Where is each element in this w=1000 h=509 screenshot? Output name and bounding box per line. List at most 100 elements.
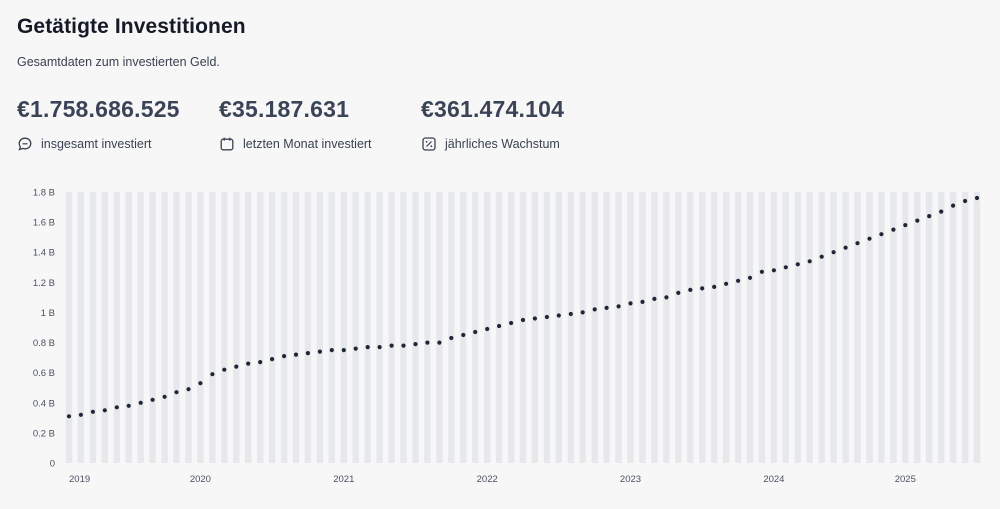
data-point[interactable]	[282, 354, 287, 359]
data-point[interactable]	[66, 414, 72, 419]
background-bar	[197, 192, 204, 463]
data-point[interactable]	[341, 348, 346, 353]
data-point[interactable]	[246, 361, 251, 366]
data-point[interactable]	[198, 381, 203, 386]
background-bar	[902, 192, 909, 463]
background-bar	[268, 192, 276, 463]
background-bar	[615, 192, 622, 463]
data-point[interactable]	[831, 250, 836, 255]
data-point[interactable]	[903, 223, 908, 228]
background-bar	[639, 192, 646, 463]
data-point[interactable]	[640, 299, 645, 304]
data-point[interactable]	[102, 408, 107, 413]
data-point[interactable]	[747, 275, 753, 280]
data-point[interactable]	[759, 269, 765, 274]
data-point[interactable]	[425, 340, 430, 345]
data-point[interactable]	[114, 405, 119, 410]
data-point[interactable]	[270, 357, 275, 362]
background-bar	[245, 192, 252, 463]
background-bar	[400, 192, 407, 463]
background-bar	[794, 192, 801, 463]
data-point[interactable]	[879, 232, 884, 237]
data-point[interactable]	[234, 364, 239, 369]
data-point[interactable]	[676, 290, 681, 295]
data-point[interactable]	[855, 241, 860, 246]
data-point[interactable]	[974, 195, 980, 201]
data-point[interactable]	[867, 236, 872, 241]
data-point[interactable]	[688, 287, 693, 292]
data-point[interactable]	[580, 310, 585, 315]
data-point[interactable]	[652, 296, 657, 301]
background-bar	[125, 192, 132, 463]
data-point[interactable]	[174, 390, 179, 395]
data-point[interactable]	[544, 314, 550, 320]
data-point[interactable]	[305, 351, 310, 356]
data-point[interactable]	[90, 409, 95, 414]
data-point[interactable]	[329, 348, 334, 353]
background-bar	[687, 192, 694, 463]
data-point[interactable]	[819, 254, 824, 259]
background-bar	[938, 192, 945, 463]
data-point[interactable]	[568, 311, 573, 317]
data-point[interactable]	[150, 397, 155, 402]
data-point[interactable]	[78, 412, 83, 417]
data-point[interactable]	[604, 305, 609, 310]
background-bar	[591, 192, 598, 463]
data-point[interactable]	[222, 367, 227, 372]
data-point[interactable]	[736, 278, 741, 283]
data-point[interactable]	[186, 387, 191, 392]
data-point[interactable]	[353, 346, 358, 351]
data-point[interactable]	[437, 340, 442, 345]
data-point[interactable]	[365, 345, 370, 350]
data-point[interactable]	[377, 345, 382, 350]
data-point[interactable]	[293, 352, 299, 357]
y-tick-label: 1 B	[41, 308, 55, 319]
data-point[interactable]	[915, 218, 920, 223]
data-point[interactable]	[700, 286, 705, 291]
data-point[interactable]	[927, 214, 932, 219]
data-point[interactable]	[317, 349, 322, 354]
data-point[interactable]	[664, 295, 669, 300]
background-bar	[627, 192, 634, 463]
background-bar	[519, 192, 527, 463]
data-point[interactable]	[401, 343, 406, 348]
data-point[interactable]	[951, 203, 956, 208]
chat-bubble-icon	[17, 136, 33, 152]
data-point[interactable]	[126, 403, 131, 408]
y-tick-label: 0.8 B	[33, 338, 55, 349]
background-bar	[424, 192, 431, 463]
data-point[interactable]	[628, 301, 633, 306]
data-point[interactable]	[939, 209, 944, 214]
data-point[interactable]	[210, 372, 215, 377]
data-point[interactable]	[449, 335, 454, 341]
data-point[interactable]	[783, 265, 788, 270]
data-point[interactable]	[473, 329, 478, 335]
data-point[interactable]	[138, 400, 143, 405]
data-point[interactable]	[509, 320, 514, 326]
data-point[interactable]	[963, 198, 968, 204]
data-point[interactable]	[520, 317, 526, 323]
background-bar	[890, 192, 897, 463]
data-point[interactable]	[771, 268, 777, 273]
data-point[interactable]	[795, 262, 800, 267]
data-point[interactable]	[389, 343, 394, 348]
data-point[interactable]	[162, 394, 167, 399]
data-point[interactable]	[616, 304, 621, 309]
data-point[interactable]	[843, 245, 848, 250]
data-point[interactable]	[258, 360, 263, 365]
data-point[interactable]	[461, 332, 466, 338]
data-point[interactable]	[413, 342, 418, 347]
data-point[interactable]	[712, 284, 717, 289]
data-point[interactable]	[807, 259, 812, 264]
background-bar	[292, 192, 300, 463]
data-point[interactable]	[592, 307, 597, 312]
data-point[interactable]	[891, 227, 896, 232]
background-bar	[328, 192, 335, 463]
background-bar	[603, 192, 610, 463]
data-point[interactable]	[497, 323, 502, 329]
data-point[interactable]	[532, 316, 538, 321]
data-point[interactable]	[556, 313, 561, 318]
data-point[interactable]	[724, 281, 729, 286]
data-point[interactable]	[485, 326, 490, 332]
stat-label: letzten Monat investiert	[243, 137, 372, 151]
